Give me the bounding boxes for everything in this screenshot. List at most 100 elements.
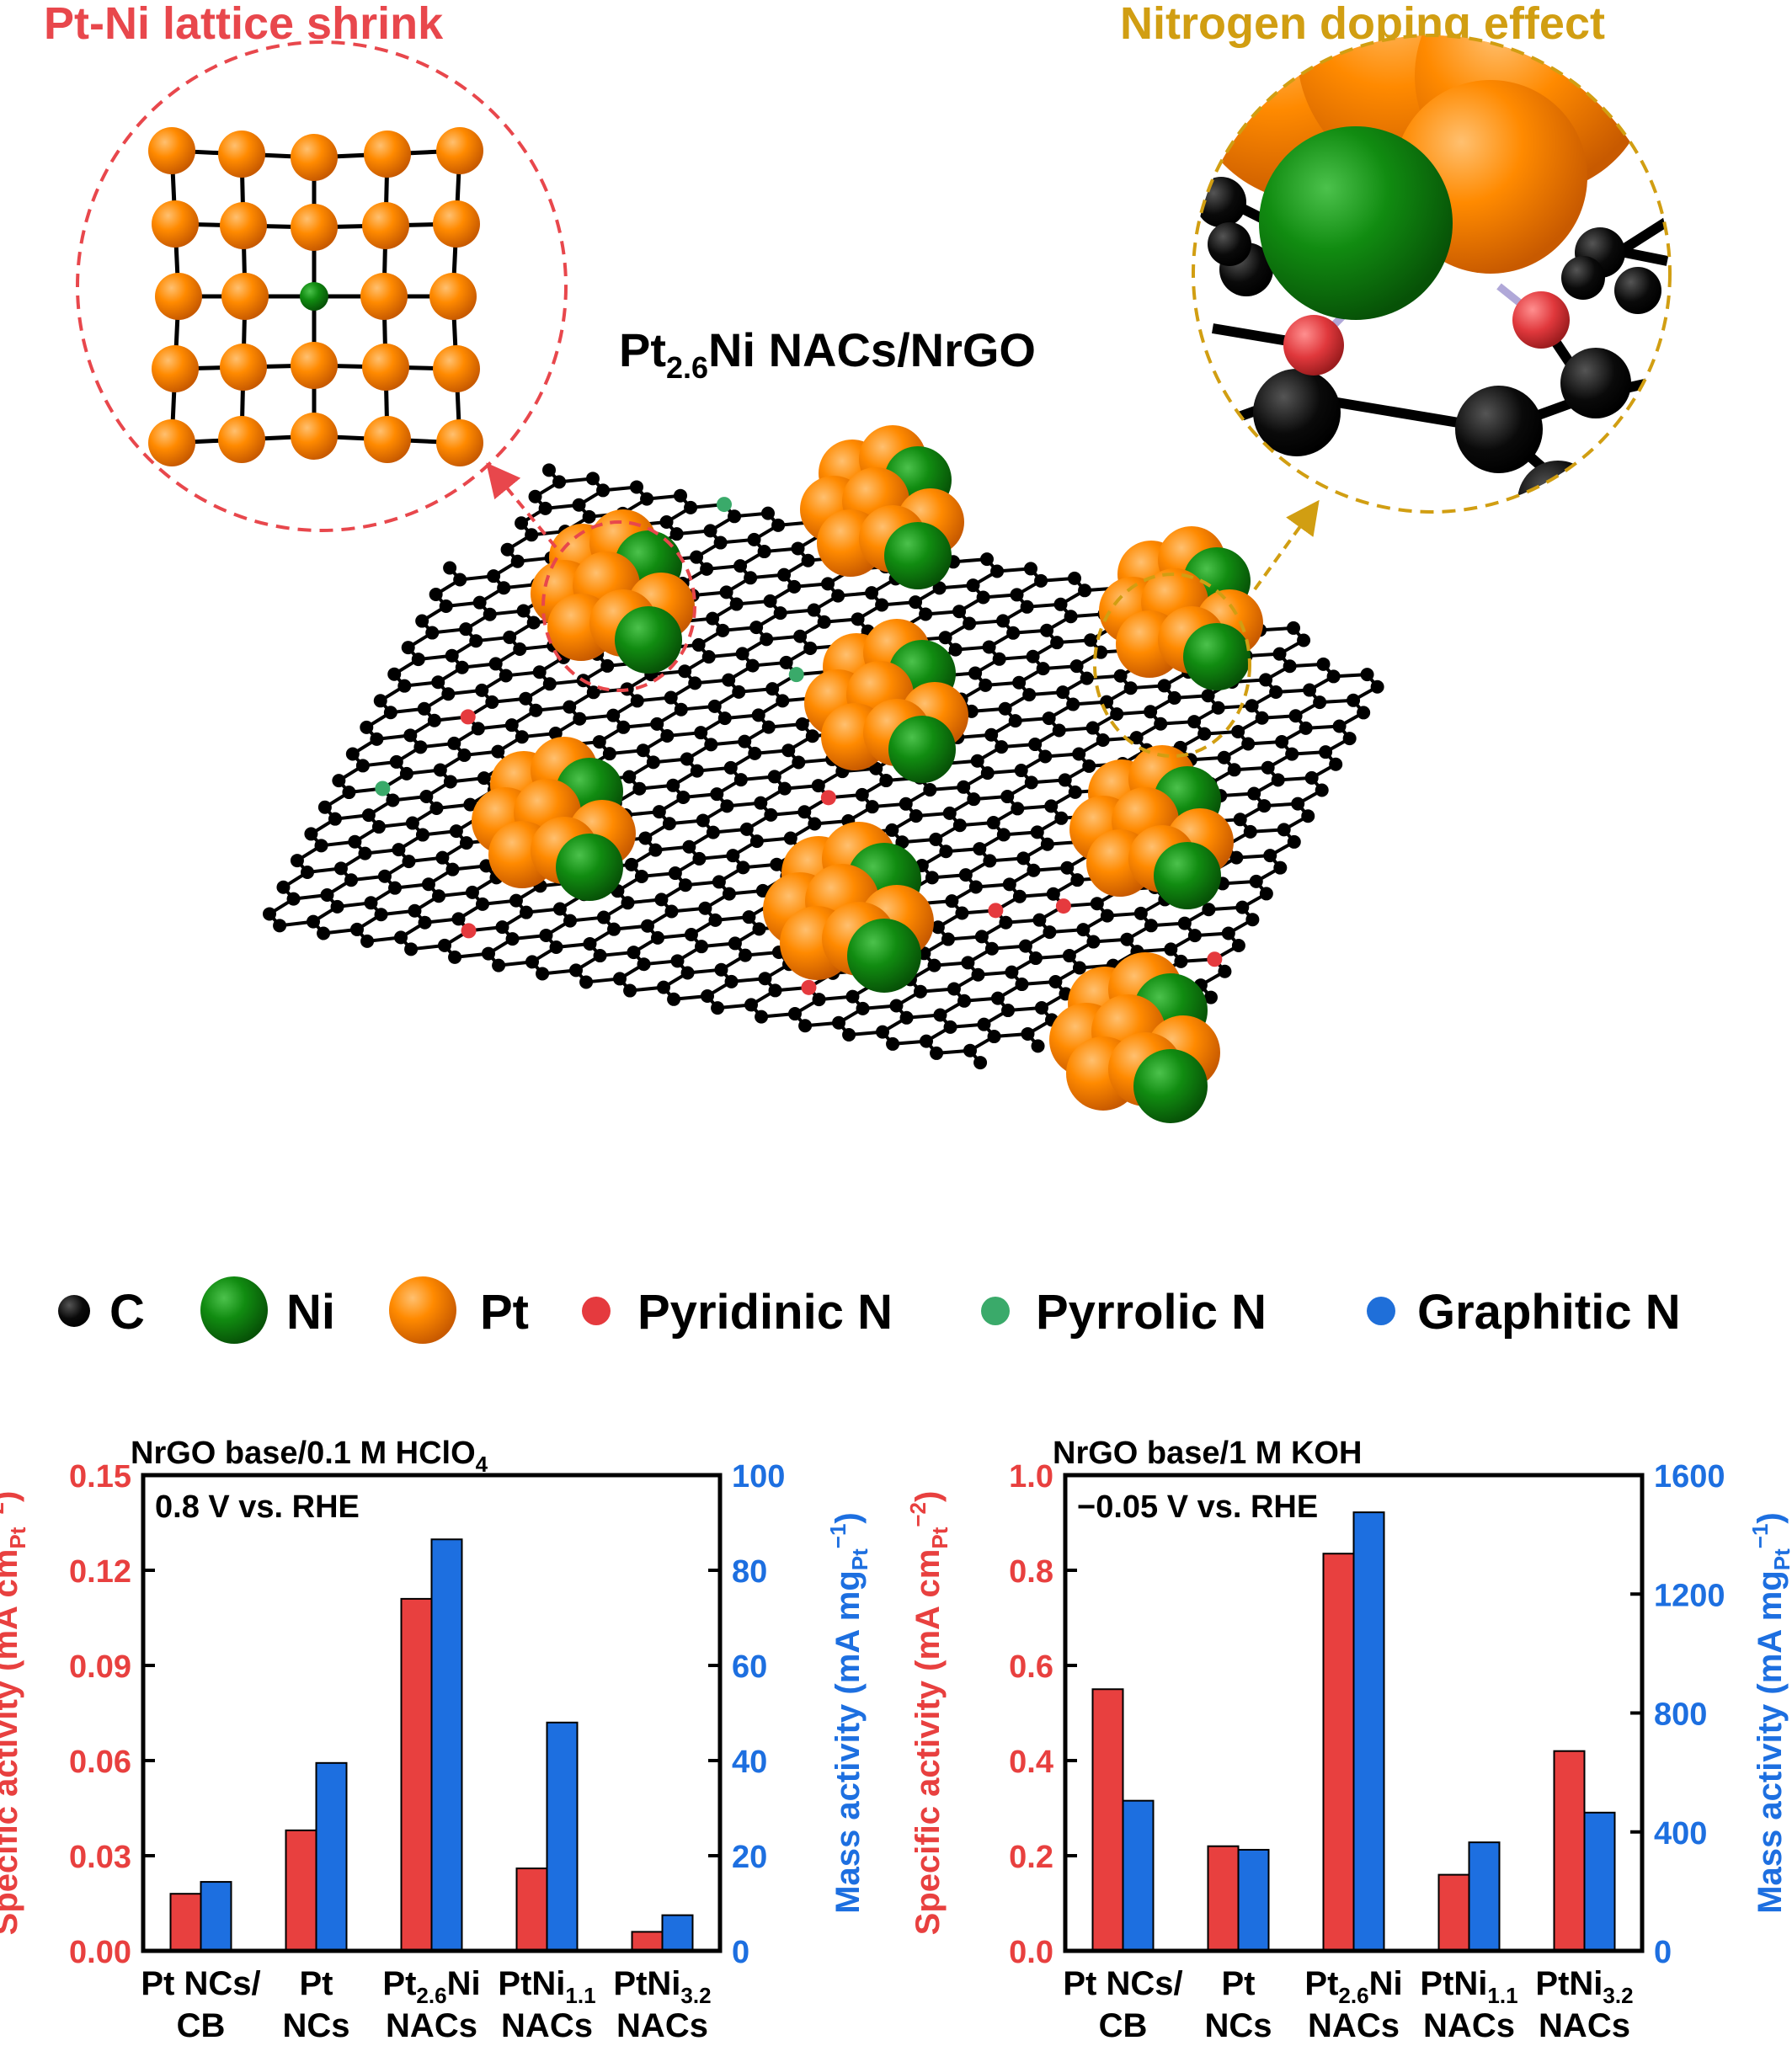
carbon-atom [586,685,600,700]
carbon-atom [1038,749,1053,764]
carbon-atom [515,516,529,530]
carbon-atom [448,950,462,964]
carbon-atom [404,942,419,956]
carbon-atom [1015,978,1029,992]
left-tick-label: 0.06 [69,1745,131,1780]
carbon-atom [333,861,348,876]
carbon-atom [845,989,860,1004]
chart-title: NrGO base/1 M KOH [1053,1436,1362,1471]
carbon-atom [630,694,644,708]
carbon-atom [1006,626,1021,640]
bar-specific-activity [1091,1688,1124,1952]
carbon-atom [865,586,879,600]
carbon-atom [403,728,418,743]
carbon-atom [987,1030,1001,1044]
carbon-atom [713,535,728,550]
carbon-atom [1058,773,1072,787]
carbon-atom [373,694,387,708]
carbon-atom [674,488,687,503]
carbon-atom [723,760,738,775]
carbon-atom [771,518,786,532]
lattice-pt-atom [362,202,409,249]
carbon-atom [332,774,346,788]
carbon-atom [957,780,971,794]
carbon-atom [691,637,706,652]
pt-ni-cluster [1069,745,1234,909]
carbon-atom [413,740,428,754]
carbon-atom [415,828,429,842]
carbon-atom [706,611,720,626]
carbon-atom [963,616,977,631]
carbon-atom [529,703,543,717]
carbon-atom [433,763,447,777]
carbon-atom [1010,588,1024,602]
carbon-atom [652,805,666,819]
carbon-atom [569,963,583,978]
carbon-atom [1221,926,1235,940]
carbon-atom [739,948,753,962]
carbon-atom [429,588,443,602]
carbon-dot-icon [58,1295,90,1327]
carbon-atom [405,816,419,830]
carbon-atom [899,1010,914,1025]
carbon-atom [801,553,815,567]
carbon-atom [666,778,680,792]
carbon-atom [738,734,752,749]
lattice-pt-atom [155,273,202,320]
carbon-atom [1044,799,1059,813]
carbon-atom [1231,724,1245,738]
carbon-atom [637,957,651,972]
carbon-atom [371,820,386,834]
carbon-atom [1197,727,1212,741]
carbon-atom [999,915,1013,930]
carbon-atom [1086,935,1101,949]
carbon-atom [1028,951,1043,966]
carbon-atom [1012,889,1027,903]
category-label: NACs [501,2007,593,2044]
carbon-atom [1005,965,1019,979]
carbon-atom [417,701,431,716]
carbon-atom [792,755,806,770]
bar-mass-activity [1468,1841,1501,1952]
carbon-atom [634,869,648,883]
carbon-atom [651,930,665,945]
category-label: NACs [616,2007,708,2044]
carbon-atom [1016,851,1031,866]
lattice-pt-atom [291,342,338,389]
lattice-pt-atom [291,134,338,181]
carbon-atom [735,647,749,661]
carbon-atom [632,781,647,796]
carbon-atom [963,1043,977,1058]
carbon-atom [457,748,472,762]
carbon-atom [453,573,467,587]
category-label: NACs [1423,2007,1515,2044]
carbon-atom [477,771,491,786]
carbon-atom [342,786,356,800]
carbon-atom [968,880,983,894]
carbon-atom [939,845,953,859]
carbon-atom [532,665,547,679]
carbon-atom [749,834,764,849]
carbon-atom [392,843,406,857]
carbon-atom [736,860,750,875]
carbon-atom [360,934,375,948]
left-tick-label: 0.0 [1009,1935,1053,1970]
carbon-atom [760,632,774,647]
carbon-atom [842,1028,856,1042]
lattice-pt-atom [221,273,269,320]
carbon-atom [463,797,477,812]
carbon-atom [855,787,869,802]
right-tick-label: 1200 [1654,1578,1725,1613]
carbon-atom [1287,621,1300,635]
carbon-atom [664,690,678,705]
carbon-atom [1313,695,1327,710]
carbon-atom [596,910,611,924]
carbon-atom [1064,610,1078,624]
carbon-atom [971,967,985,982]
carbon-atom [680,752,694,766]
carbon-atom [482,946,495,961]
carbon-atom [851,612,865,626]
carbon-atom [754,796,768,810]
carbon-atom [1032,913,1047,927]
pt-ni-cluster [531,509,695,674]
